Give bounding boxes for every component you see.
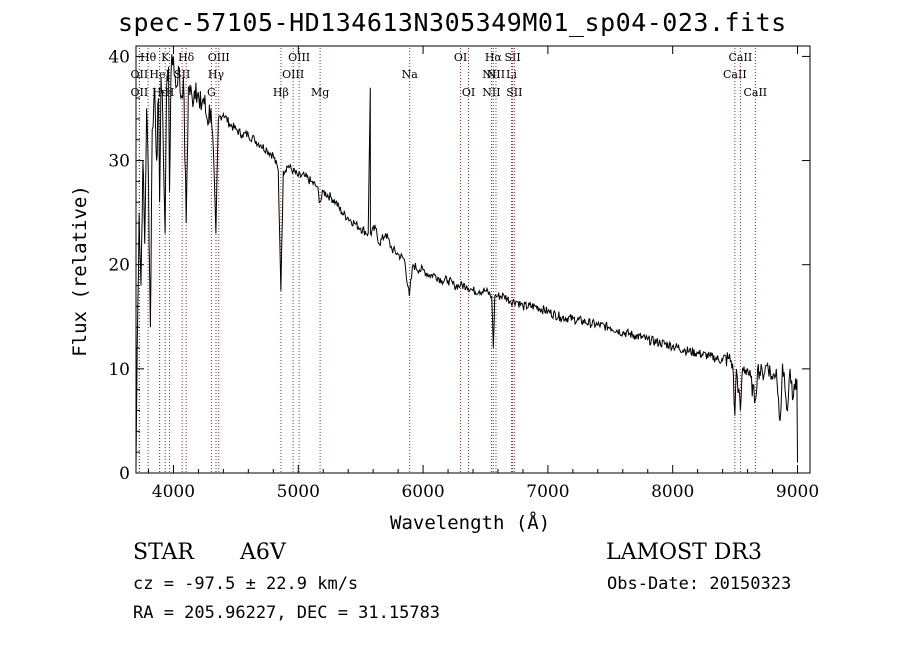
marker-label-25: Li: [506, 68, 517, 81]
marker-label-19: NII: [482, 68, 500, 81]
marker-label-8: Hδ: [178, 51, 195, 64]
marker-label-2: OII: [131, 86, 149, 99]
y-tick-label-1: 10: [108, 360, 130, 380]
marker-label-27: CaII: [729, 51, 753, 64]
marker-label-3: Hε: [152, 86, 168, 99]
x-tick-label-1: 5000: [277, 482, 320, 502]
x-tick-label-4: 8000: [651, 482, 694, 502]
marker-label-26: CaII: [723, 68, 747, 81]
marker-label-6: H: [165, 86, 175, 99]
plot-frame: [135, 45, 811, 474]
marker-label-20: NII: [482, 86, 500, 99]
marker-label-11: OIII: [208, 51, 230, 64]
marker-label-15: Mg: [311, 86, 329, 99]
y-axis-ticks: 0 10 20 30 40: [108, 47, 810, 484]
y-tick-label-0: 0: [119, 464, 130, 484]
y-tick-label-2: 20: [108, 256, 130, 276]
marker-label-5: K: [161, 51, 170, 64]
marker-label-12: Hβ: [273, 86, 289, 99]
coordinates: RA = 205.96227, DEC = 31.15783: [133, 603, 441, 623]
marker-label-0: Hθ: [140, 51, 157, 64]
marker-label-4: HeI: [149, 68, 169, 81]
marker-label-17: OI: [454, 51, 467, 64]
object-subclass: A6V: [240, 540, 286, 565]
redshift-text: cz = -97.5 ± 22.9 km/s: [133, 574, 359, 594]
x-axis-ticks: 4000 5000 6000 7000 8000 9000: [147, 46, 819, 502]
marker-label-7: SII: [174, 68, 190, 81]
obs-date: Obs-Date: 20150323: [607, 574, 792, 594]
y-tick-label-4: 40: [108, 47, 130, 67]
x-tick-label-0: 4000: [152, 482, 195, 502]
marker-label-18: OI: [462, 86, 475, 99]
spectral-line-markers: Hθ OII OII Hε HeI K H SII Hδ G Hγ OIII Hβ OIII OIII Mg N…: [131, 48, 767, 473]
marker-label-23: SII: [504, 51, 520, 64]
marker-label-9: G: [207, 86, 216, 99]
object-class: STAR: [133, 540, 194, 565]
marker-label-16: Na: [402, 68, 419, 81]
marker-label-13: OIII: [282, 68, 304, 81]
chart-title: spec-57105-HD134613N305349M01_sp04-023.f…: [118, 8, 787, 37]
x-tick-label-3: 7000: [526, 482, 569, 502]
survey-name: LAMOST DR3: [606, 540, 762, 565]
marker-label-21: Hα: [485, 51, 503, 64]
x-tick-label-5: 9000: [776, 482, 819, 502]
spectrum-line: [135, 54, 798, 468]
marker-label-14: OIII: [288, 51, 310, 64]
marker-label-22: NII: [487, 68, 505, 81]
y-axis-label: Flux (relative): [69, 185, 91, 357]
marker-label-28: CaII: [743, 86, 767, 99]
marker-label-10: Hγ: [208, 68, 225, 81]
x-axis-label: Wavelength (Å): [390, 512, 551, 534]
y-tick-label-3: 30: [108, 152, 130, 172]
x-tick-label-2: 6000: [401, 482, 444, 502]
marker-label-24: SII: [506, 86, 522, 99]
marker-label-1: OII: [131, 68, 149, 81]
